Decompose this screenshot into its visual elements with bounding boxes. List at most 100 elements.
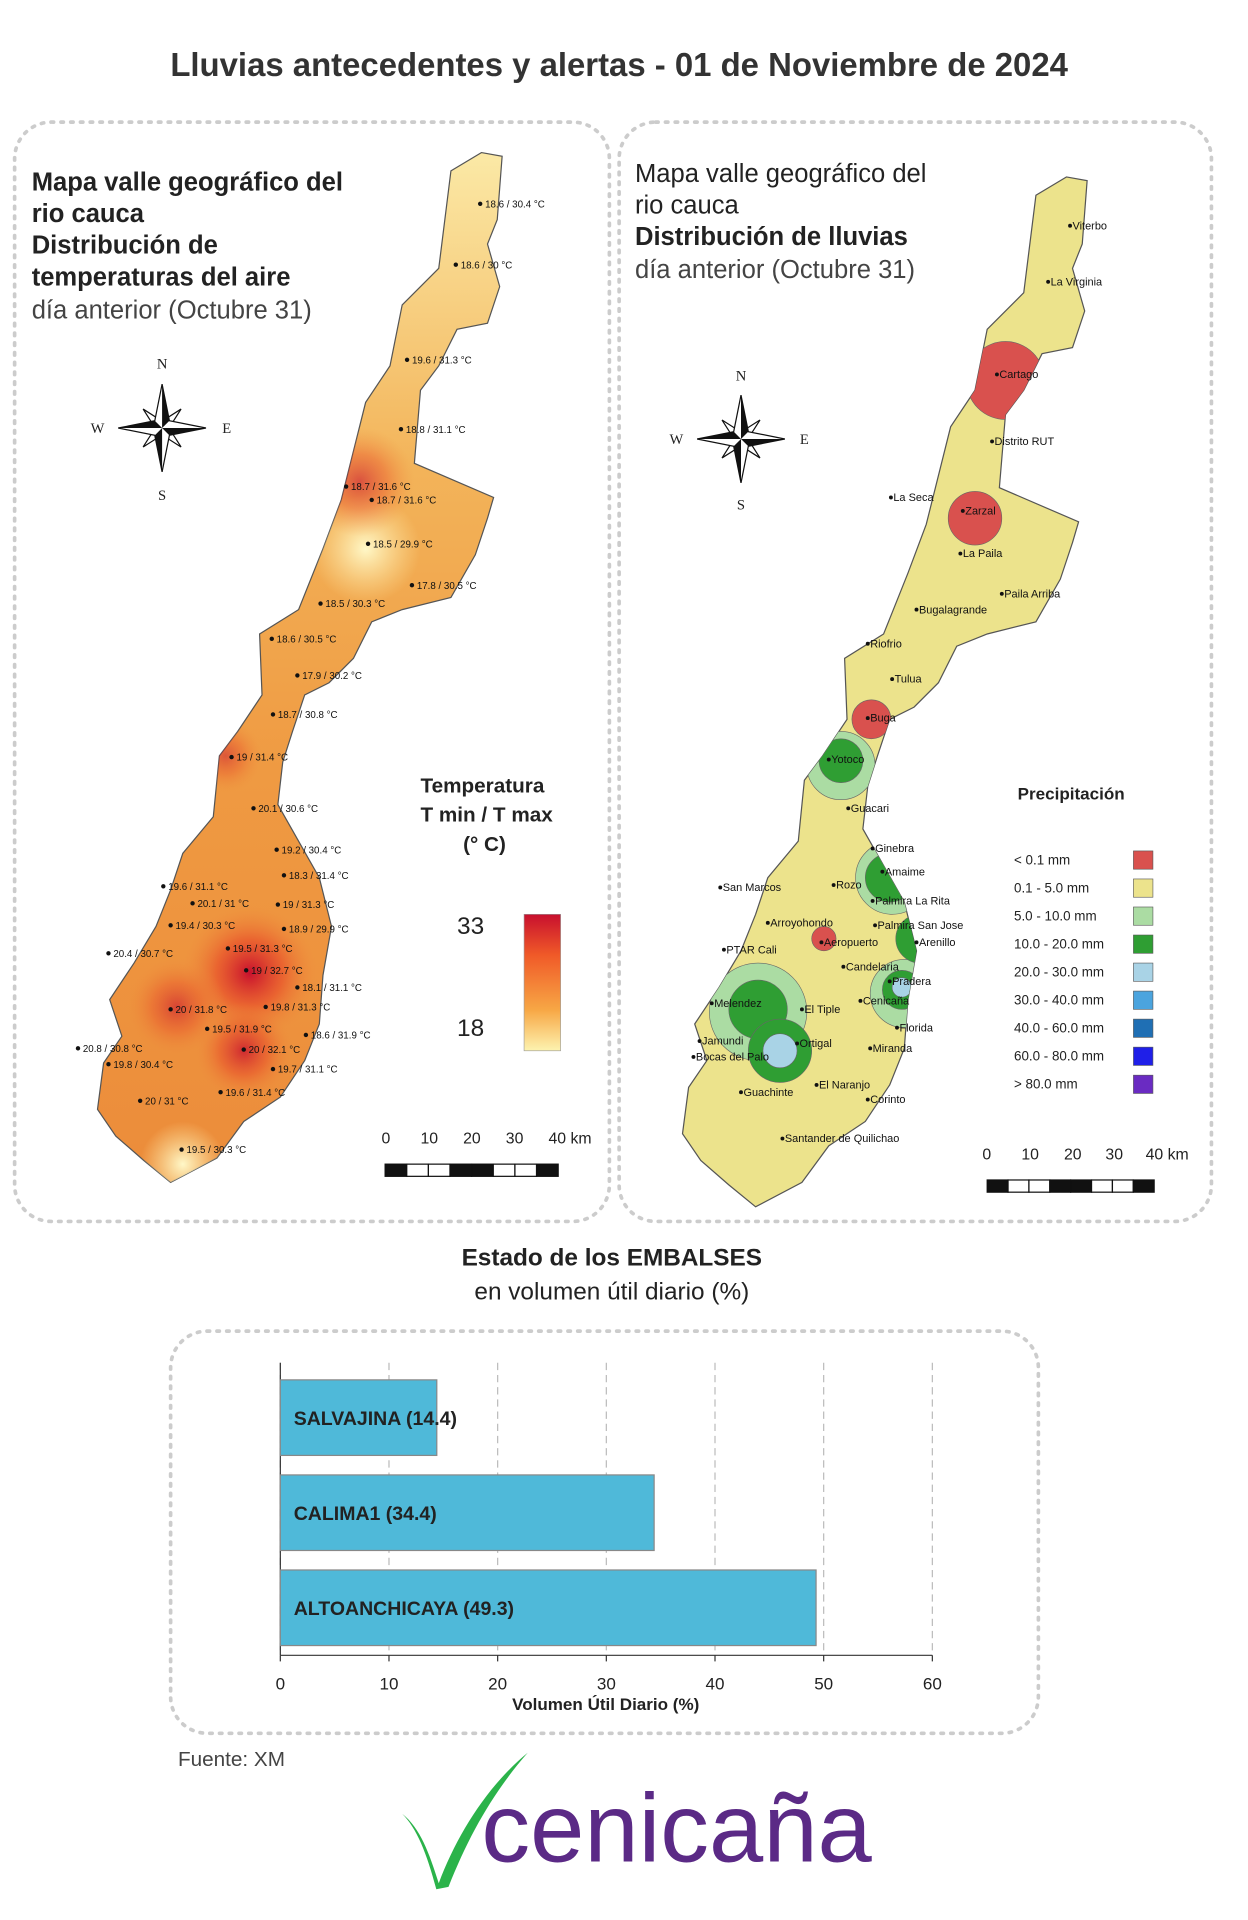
compass-letter: E bbox=[800, 432, 809, 448]
map-heading: Mapa valle geográfico del bbox=[635, 160, 927, 188]
station-dot bbox=[225, 946, 231, 951]
station-label: 20.1 / 30.6 °C bbox=[258, 804, 318, 815]
place-label: Tulua bbox=[895, 674, 923, 686]
scale-bar bbox=[384, 1163, 408, 1177]
station-label: 18.1 / 31.1 °C bbox=[302, 983, 362, 994]
place-dot bbox=[870, 846, 875, 851]
legend-label: 40.0 - 60.0 mm bbox=[1014, 1021, 1104, 1036]
place-dot bbox=[780, 1136, 785, 1141]
bar-label: CALIMA1 (34.4) bbox=[294, 1503, 437, 1525]
scale-bar bbox=[427, 1163, 451, 1177]
bar-chart: 0 10 20 30 40 50 60 SALVAJINA (14.4) CALIMA1 (34… bbox=[276, 1362, 942, 1693]
scale-bar bbox=[471, 1163, 494, 1177]
legend-title: Temperatura bbox=[420, 774, 544, 797]
legend-title: Precipitación bbox=[1018, 785, 1125, 804]
legend-label: 5.0 - 10.0 mm bbox=[1014, 908, 1097, 923]
scale-label: 10 bbox=[1021, 1146, 1039, 1163]
place-label: Viterbo bbox=[1073, 220, 1108, 232]
place-label: Zarzal bbox=[965, 506, 995, 518]
scale-label: 30 bbox=[1105, 1146, 1123, 1163]
place-dot bbox=[718, 885, 723, 890]
scale-bar bbox=[1132, 1179, 1155, 1193]
place-label: Ortigal bbox=[800, 1038, 832, 1050]
station-label: 18.6 / 30.5 °C bbox=[277, 635, 337, 646]
place-label: Guacari bbox=[851, 803, 889, 815]
station-dot bbox=[243, 968, 249, 973]
station-dot bbox=[409, 583, 415, 588]
station-label: 19 / 32.7 °C bbox=[251, 966, 303, 977]
map-heading: Distribución de lluvias bbox=[635, 223, 908, 251]
station-dot bbox=[398, 427, 404, 432]
station-dot bbox=[218, 1090, 223, 1095]
map-heading: Distribución de bbox=[32, 232, 218, 260]
legend-label: < 0.1 mm bbox=[1014, 852, 1070, 867]
panel bbox=[617, 120, 1214, 1224]
station-dot bbox=[241, 1047, 246, 1052]
logo: cenicaña bbox=[402, 1752, 872, 1890]
place-label: San Marcos bbox=[723, 882, 782, 894]
station-label: 18.6 / 30.4 °C bbox=[485, 199, 545, 210]
x-tick-label: 30 bbox=[597, 1674, 616, 1693]
station-dot bbox=[404, 357, 410, 362]
scale-label: 40 km bbox=[1146, 1146, 1189, 1163]
place-dot bbox=[1068, 223, 1073, 228]
legend-swatch bbox=[1133, 906, 1154, 926]
station-dot bbox=[190, 901, 195, 906]
place-dot bbox=[795, 1041, 800, 1046]
place-label: La Seca bbox=[893, 492, 934, 504]
scale-label: 10 bbox=[420, 1130, 438, 1147]
place-label: Palmira San Jose bbox=[878, 920, 964, 932]
station-label: 20 / 31 °C bbox=[145, 1096, 188, 1107]
x-tick-label: 20 bbox=[488, 1674, 507, 1693]
map-heading: rio cauca bbox=[635, 192, 740, 220]
place-dot bbox=[697, 1039, 702, 1043]
station-label: 18.3 / 31.4 °C bbox=[289, 871, 349, 882]
place-dot bbox=[865, 1097, 870, 1102]
compass-letter: W bbox=[670, 432, 684, 448]
scale-bar bbox=[514, 1163, 538, 1177]
scale-bar bbox=[1111, 1179, 1134, 1193]
legend-label: 0.1 - 5.0 mm bbox=[1014, 880, 1089, 895]
station-dot bbox=[318, 601, 323, 606]
station-label: 18.5 / 30.3 °C bbox=[325, 599, 385, 610]
station-label: 18.6 / 30 °C bbox=[461, 260, 513, 271]
station-label: 19.5 / 31.9 °C bbox=[212, 1025, 272, 1036]
place-label: Aeropuerto bbox=[824, 937, 878, 949]
compass-letter: S bbox=[737, 498, 745, 514]
station-dot bbox=[275, 902, 281, 907]
place-dot bbox=[958, 551, 963, 556]
legend-tick-label: 18 bbox=[457, 1015, 484, 1042]
place-label: Jamundi bbox=[702, 1036, 743, 1048]
panel bbox=[168, 1329, 1041, 1736]
rain-area bbox=[811, 926, 837, 952]
place-dot bbox=[868, 1046, 873, 1051]
x-tick-label: 50 bbox=[814, 1674, 833, 1693]
place-label: Riofrio bbox=[870, 638, 902, 650]
legend-label: 20.0 - 30.0 mm bbox=[1014, 964, 1104, 979]
station-label: 19.6 / 31.3 °C bbox=[412, 355, 472, 366]
bar bbox=[279, 1379, 438, 1457]
bar-label: ALTOANCHICAYA (49.3) bbox=[294, 1598, 514, 1620]
station-label: 19 / 31.3 °C bbox=[283, 900, 335, 911]
scale-bar bbox=[535, 1163, 559, 1177]
place-dot bbox=[887, 979, 892, 984]
station-dot bbox=[75, 1046, 81, 1051]
place-dot bbox=[914, 607, 919, 612]
station-label: 17.8 / 30.5 °C bbox=[417, 581, 477, 592]
scale-bar bbox=[492, 1163, 516, 1177]
place-label: Melendez bbox=[714, 998, 762, 1010]
place-label: Guachinte bbox=[743, 1087, 793, 1099]
station-dot bbox=[453, 262, 459, 267]
station-label: 20 / 31.8 °C bbox=[176, 1005, 228, 1016]
place-dot bbox=[870, 898, 875, 903]
place-label: PTAR Cali bbox=[726, 944, 776, 956]
place-label: La Virginia bbox=[1051, 276, 1103, 288]
scale-label: 30 bbox=[506, 1130, 524, 1147]
place-label: El Naranjo bbox=[819, 1080, 870, 1092]
station-label: 18.7 / 31.6 °C bbox=[377, 496, 437, 507]
legend-title: T min / T max bbox=[420, 804, 553, 827]
station-dot bbox=[281, 926, 287, 932]
station-label: 18.8 / 31.1 °C bbox=[406, 425, 466, 436]
station-label: 19.8 / 31.3 °C bbox=[271, 1003, 331, 1014]
